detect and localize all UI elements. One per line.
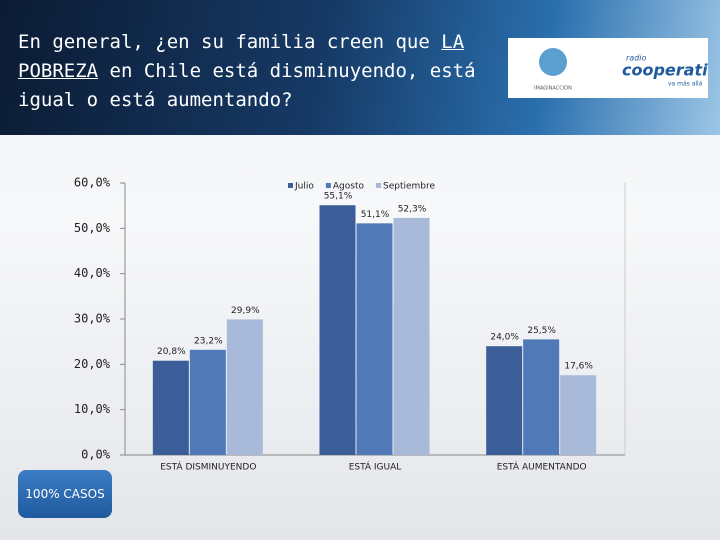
title-part: en Chile está disminuyendo, está igual o… <box>18 60 476 111</box>
value-label: 24,0% <box>490 333 519 343</box>
y-tick-label: 50,0% <box>74 221 111 235</box>
legend-label: Julio <box>294 182 314 192</box>
y-tick-label: 10,0% <box>74 402 111 416</box>
bar <box>319 205 356 455</box>
y-tick-label: 30,0% <box>74 312 111 326</box>
y-tick-label: 60,0% <box>74 176 111 190</box>
brand: IMAGINACCION <box>534 86 572 92</box>
value-label: 23,2% <box>194 336 223 346</box>
slogan: va más allá <box>668 81 703 88</box>
radio: radio <box>626 54 646 63</box>
bar <box>393 217 430 455</box>
value-label: 51,1% <box>361 210 390 220</box>
value-label: 55,1% <box>324 192 353 202</box>
value-label: 29,9% <box>231 306 260 316</box>
title-part: En general, ¿en su familia creen que <box>18 31 442 53</box>
header: En general, ¿en su familia creen que LA … <box>0 0 720 135</box>
casos-button[interactable]: 100% CASOS <box>18 470 112 518</box>
legend-swatch <box>375 183 381 188</box>
x-tick-label: ESTÁ AUMENTANDO <box>497 461 587 473</box>
bar <box>189 349 226 455</box>
legend-label: Septiembre <box>383 182 436 192</box>
value-label: 17,6% <box>564 362 593 372</box>
bar <box>486 346 523 455</box>
bar <box>560 375 597 455</box>
legend-swatch <box>288 183 293 188</box>
value-label: 52,3% <box>398 204 427 214</box>
value-label: 20,8% <box>157 347 186 357</box>
y-tick-label: 40,0% <box>74 266 111 280</box>
bar <box>523 339 560 455</box>
x-tick-label: ESTÁ DISMINUYENDO <box>160 461 256 473</box>
bar <box>152 360 189 455</box>
slide-title: En general, ¿en su familia creen que LA … <box>18 28 498 115</box>
legend-label: Agosto <box>333 182 365 192</box>
x-tick-label: ESTÁ IGUAL <box>349 461 402 473</box>
legend-swatch <box>325 183 331 188</box>
title-part: LA POBREZA <box>18 31 465 82</box>
bar <box>226 319 263 455</box>
y-tick-label: 20,0% <box>74 357 111 371</box>
globe <box>539 48 567 76</box>
bar <box>356 223 393 455</box>
y-tick-label: 0,0% <box>81 448 111 462</box>
value-label: 25,5% <box>527 326 556 336</box>
